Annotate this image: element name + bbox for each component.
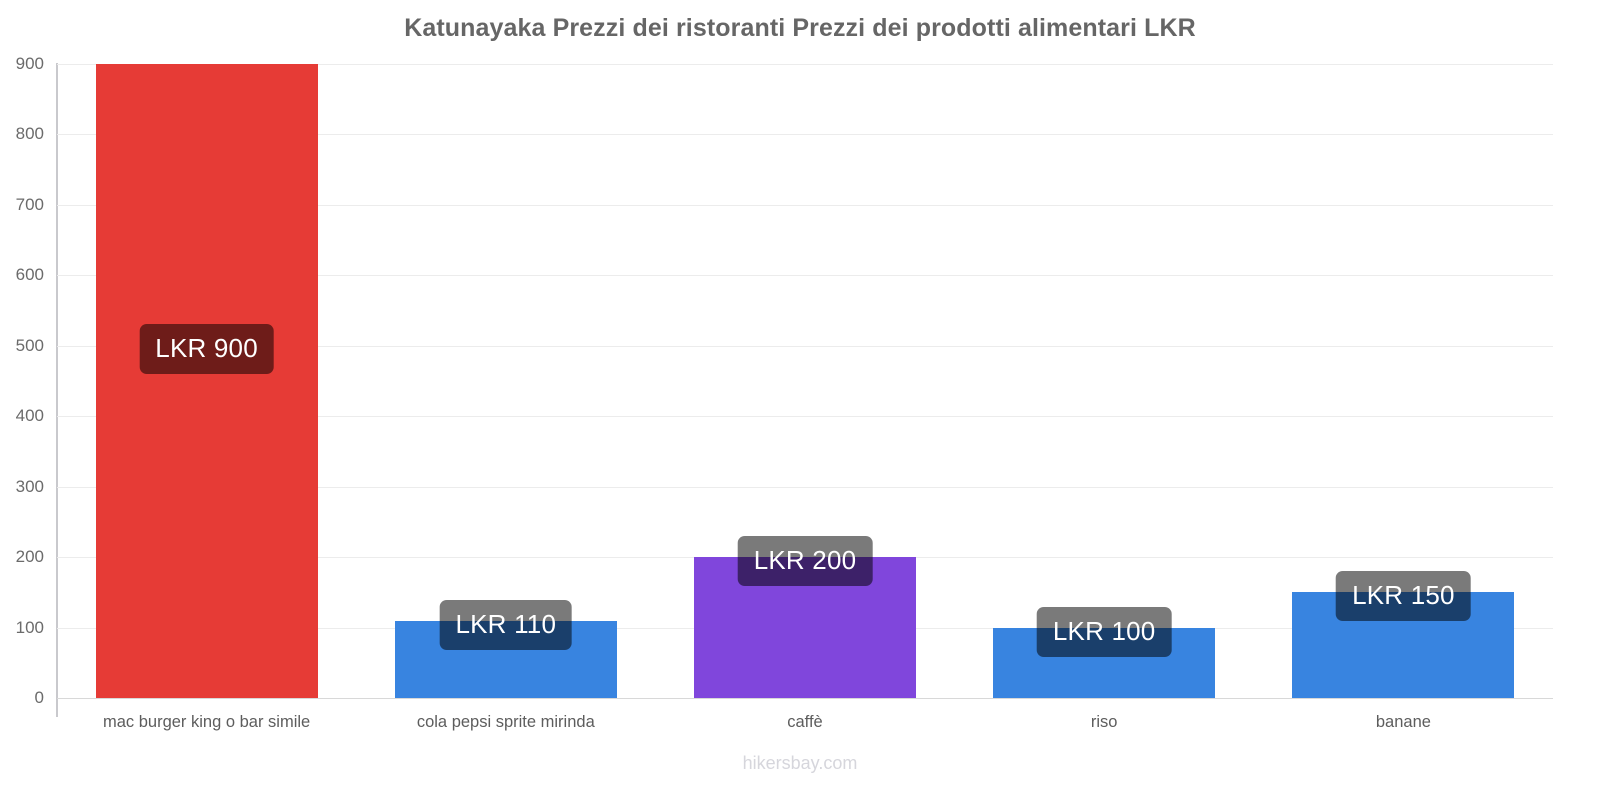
gridline <box>57 486 1553 488</box>
chart-title: Katunayaka Prezzi dei ristoranti Prezzi … <box>404 14 1196 42</box>
x-axis-tick-label: cola pepsi sprite mirinda <box>416 713 595 731</box>
x-axis-tick-label: riso <box>1090 713 1118 731</box>
bar[interactable] <box>95 64 318 698</box>
gridline <box>57 275 1553 277</box>
gridline <box>57 345 1553 347</box>
x-axis-tick-label: banane <box>1375 713 1431 731</box>
bar-value-label: LKR 200 <box>737 536 873 587</box>
plot-area <box>57 64 1553 699</box>
bar-value-label: LKR 150 <box>1336 571 1471 622</box>
y-axis-tick-label: 800 <box>15 124 44 144</box>
x-axis-tick-label: caffè <box>787 713 823 731</box>
bar-value-label: LKR 110 <box>439 599 573 650</box>
bar-value-label: LKR 100 <box>1036 606 1172 657</box>
y-axis-tick-label: 400 <box>15 406 44 426</box>
x-axis-tick-label: mac burger king o bar simile <box>102 713 311 731</box>
gridline <box>57 204 1553 206</box>
y-axis-tick-label: 0 <box>34 688 44 707</box>
y-axis-tick-label: 600 <box>15 265 44 285</box>
gridline <box>57 416 1553 418</box>
y-axis-tick-label: 500 <box>15 335 44 355</box>
y-axis-tick-label: 700 <box>15 194 44 214</box>
y-axis-tick-label: 100 <box>15 617 44 637</box>
y-axis-tick-label: 300 <box>15 476 44 496</box>
y-axis-tick-label: 900 <box>15 54 44 73</box>
gridline <box>57 64 1553 65</box>
gridline <box>57 698 1553 699</box>
bar-value-label: LKR 900 <box>139 324 274 375</box>
y-axis-line <box>56 63 58 699</box>
y-axis-tick-stub <box>56 699 58 717</box>
gridline <box>57 134 1553 136</box>
footer-watermark: hikersbay.com <box>742 753 858 773</box>
y-axis-tick-label: 200 <box>15 547 44 567</box>
